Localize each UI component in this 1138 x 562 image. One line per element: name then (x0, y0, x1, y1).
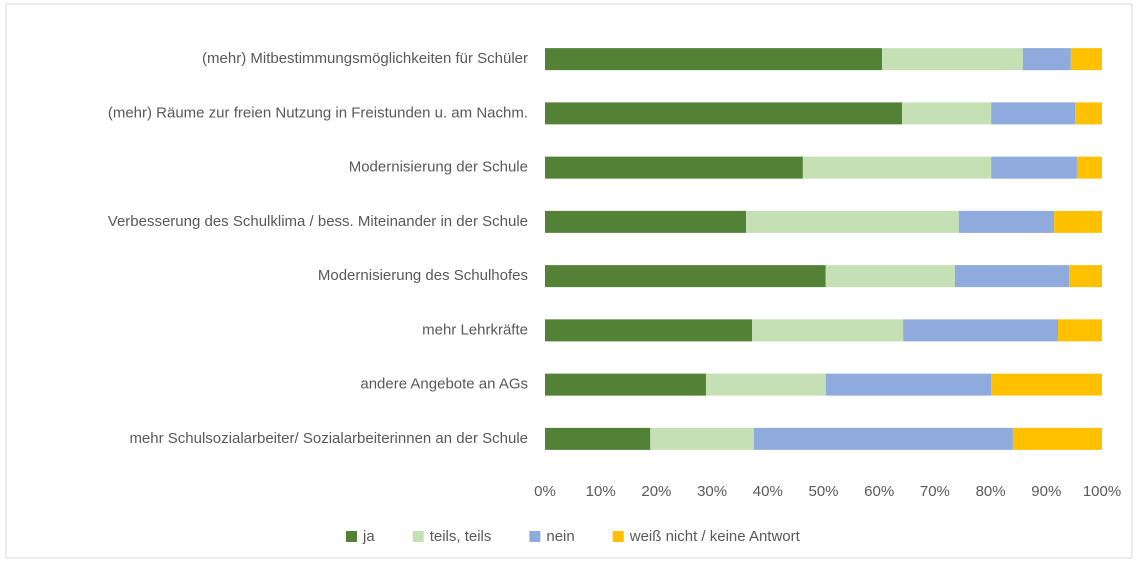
y-tick-label: (mehr) Mitbestimmungsmöglichkeiten für S… (202, 50, 528, 67)
y-tick-label: Verbesserung des Schulklima / bess. Mite… (108, 213, 528, 230)
bar-segment (753, 427, 1013, 450)
x-tick-label: 0% (534, 483, 556, 500)
bar-segment (1057, 319, 1102, 342)
bar-segment (746, 210, 959, 233)
bar-segment (545, 265, 826, 288)
bar-segment (1012, 427, 1102, 450)
bar-segment (1070, 48, 1102, 71)
y-tick-label: Modernisierung des Schulhofes (318, 267, 528, 284)
bar-segment (903, 319, 1058, 342)
x-tick-label: 90% (1031, 483, 1061, 500)
bar-segment (545, 319, 753, 342)
x-tick-label: 30% (697, 483, 727, 500)
bar-segment (802, 156, 992, 179)
bar-segment (545, 373, 706, 396)
bar-segment (881, 48, 1023, 71)
bar-segment (991, 102, 1076, 125)
bar-segment (650, 427, 754, 450)
legend-label: weiß nicht / keine Antwort (629, 528, 801, 545)
y-tick-label: Modernisierung der Schule (349, 159, 528, 176)
bar-segment (705, 373, 826, 396)
legend-swatch (346, 531, 357, 542)
bar-segment (825, 373, 992, 396)
bar-segment (1076, 156, 1102, 179)
bar-segment (1054, 210, 1102, 233)
y-tick-label: andere Angebote an AGs (360, 376, 528, 393)
bar-segment (825, 265, 955, 288)
bar-segment (545, 48, 882, 71)
bar-segment (752, 319, 904, 342)
x-tick-label: 10% (586, 483, 616, 500)
bar-segment (1075, 102, 1102, 125)
bar-segment (545, 102, 903, 125)
y-tick-label: (mehr) Räume zur freien Nutzung in Freis… (108, 104, 528, 121)
x-tick-label: 50% (808, 483, 838, 500)
legend-swatch (529, 531, 541, 542)
x-tick-label: 100% (1083, 483, 1121, 500)
y-tick-label: mehr Schulsozialarbeiter/ Sozialarbeiter… (129, 430, 528, 447)
x-tick-label: 70% (920, 483, 950, 500)
x-tick-label: 40% (753, 483, 783, 500)
legend-label: ja (362, 528, 375, 545)
bar-segment (958, 210, 1055, 233)
legend-swatch (412, 531, 424, 542)
bar-segment (991, 156, 1077, 179)
x-tick-label: 80% (976, 483, 1006, 500)
bar-segment (991, 373, 1102, 396)
legend-label: nein (546, 528, 574, 545)
legend-label: teils, teils (430, 528, 492, 545)
bar-segment (545, 210, 747, 233)
bar-segment (545, 156, 803, 179)
x-tick-label: 60% (864, 483, 894, 500)
bar-segment (1069, 265, 1102, 288)
bar-segment (545, 427, 651, 450)
legend-swatch (612, 531, 624, 542)
bar-segment (1022, 48, 1071, 71)
bar-segment (902, 102, 992, 125)
x-tick-label: 20% (641, 483, 671, 500)
y-tick-label: mehr Lehrkräfte (422, 321, 528, 338)
bar-segment (954, 265, 1070, 288)
